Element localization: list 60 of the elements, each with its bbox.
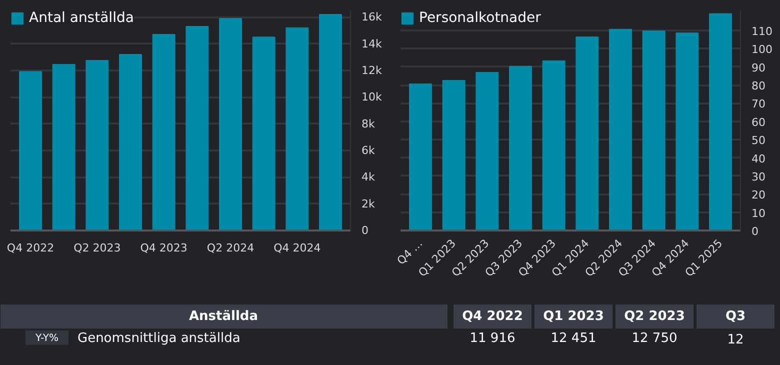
text: 12 [727,332,744,348]
x-tick-label: Q2 2023 [74,242,121,254]
y-tick-label: 4k [362,170,376,184]
y-tick-label: 14k [362,37,382,50]
bar [186,26,209,230]
bar [52,64,76,230]
y-tick-label: 80 [752,80,766,93]
text: 12 750 [632,331,678,346]
y-tick-label: 70 [752,98,766,111]
bar [119,54,142,230]
x-tick-label: Q4 … [394,236,426,268]
legend-label: Antal anställda [29,10,134,26]
y-tick-label: 90 [752,61,766,74]
bar [509,66,532,230]
y-tick-label: 40 [752,152,766,166]
y-tick-label: 30 [752,170,766,184]
category-label: Q3 [725,309,746,324]
y-tick-label: 0 [752,225,758,238]
bar [252,36,276,230]
bar [86,60,109,230]
y-tick-label: 50 [752,134,766,148]
bar [442,80,466,230]
y-tick-label: 20 [752,188,766,202]
y-tick-label: 8k [362,117,376,130]
bar [219,18,242,230]
y-tick-label: 16k [362,10,382,24]
bar [19,71,42,230]
y-tick-label: 2k [362,197,376,210]
x-tick-label: Q2 2024 [206,242,254,254]
x-tick-label: Q4 2023 [140,242,188,254]
bar [286,27,309,230]
bar [609,28,632,230]
bar [152,34,176,230]
category-label: Q2 2023 [624,309,685,324]
x-tick-label: Q4 2024 [274,242,321,254]
bar [676,32,699,230]
bar [576,36,599,230]
bar [709,13,732,230]
bar [642,30,666,230]
y-tick-label: 10 [752,206,766,220]
text: 11 916 [470,331,516,346]
text: 12 451 [550,331,596,346]
x-tick-label: Q4 2022 [6,242,54,254]
y-tick-label: 0 [362,224,368,237]
y-tick-label: 12k [362,64,382,77]
y-tick-label: 100 [752,43,772,56]
bar [319,14,342,230]
y-tick-label: 60 [752,116,766,129]
y-tick-label: 110 [752,25,772,38]
text: Genomsnittliga anställda [78,331,240,346]
category-label: Q4 2022 [462,309,523,324]
category-label: Q1 2023 [543,309,604,324]
text: Anställda [188,309,258,324]
bar [409,83,432,230]
text: Y-Y% [34,333,58,344]
y-tick-label: 10k [362,90,382,104]
y-tick-label: 6k [362,144,376,157]
bar [542,60,566,230]
legend-label: Personalkotnader [419,10,541,26]
bar [476,72,499,230]
